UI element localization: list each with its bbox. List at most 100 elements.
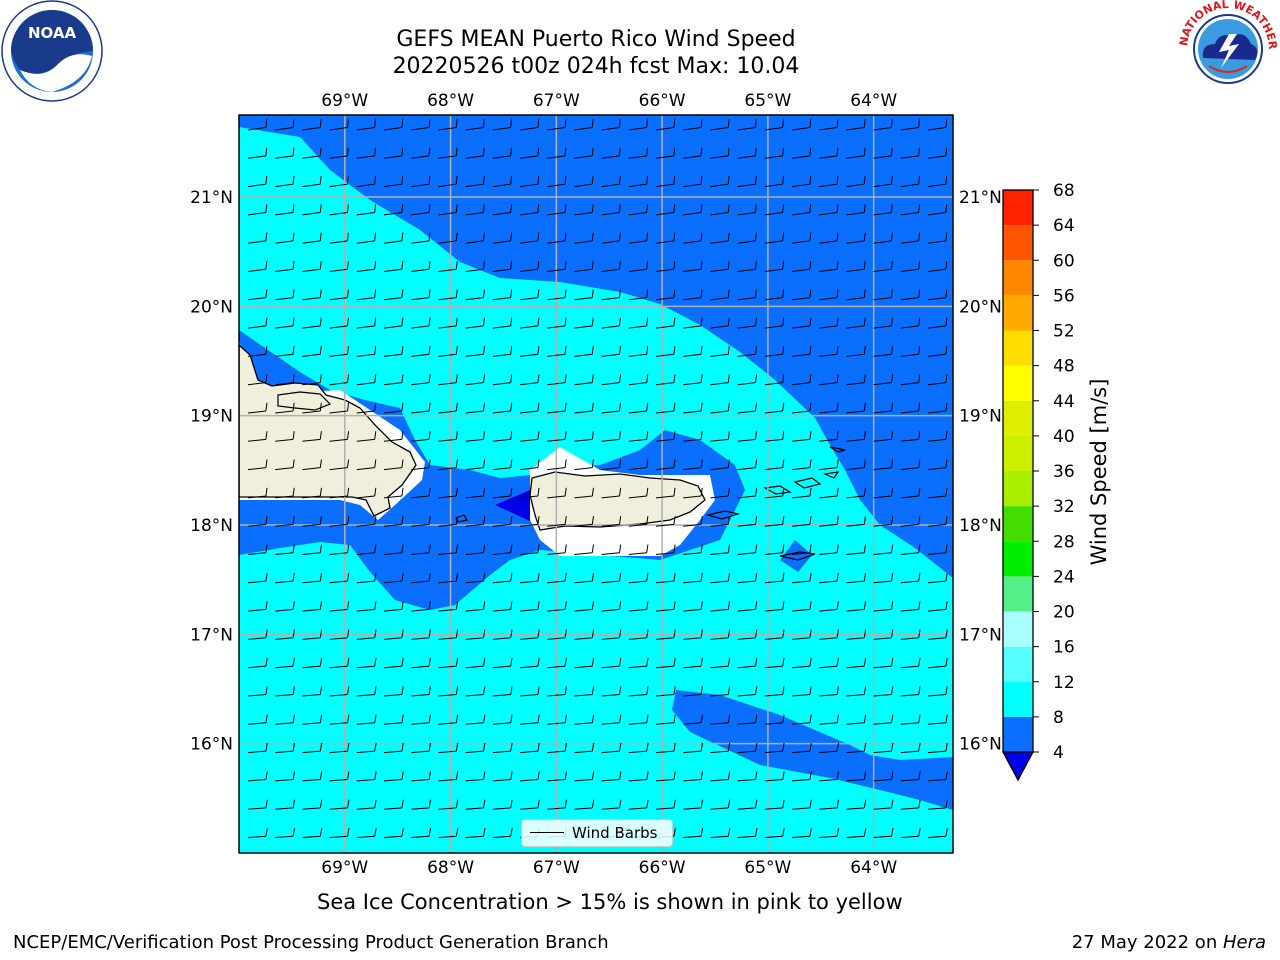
wind-barb [438,346,458,357]
wind-barb [519,147,540,159]
wind-barb [819,147,839,159]
wind-barb [519,119,540,131]
wind-barb [900,601,921,612]
wind-barb [791,232,812,244]
land-vieques [705,510,741,520]
wind-barb [275,714,295,725]
wind-barb [465,601,486,612]
wind-barb [383,317,404,329]
wind-barb [329,742,350,754]
wind-barb [628,175,649,188]
wind-barb [356,601,377,612]
wind-barb [819,431,839,442]
wind-barb [383,601,404,612]
wind-barb [846,572,867,584]
wind-barb [411,260,431,272]
wind-barb [492,544,513,555]
wind-barb [791,572,812,584]
wind-barb [465,487,486,499]
wind-barbs [247,119,948,838]
wind-barb [601,289,621,301]
wind-barb [247,232,268,244]
wind-barb [492,289,513,301]
wind-barb [846,402,866,414]
wind-barb [710,260,730,272]
wind-barb [601,742,622,754]
wind-barb [710,346,730,357]
wind-barb [819,799,840,810]
wind-barb [655,629,676,640]
wind-barb [737,629,758,640]
wind-barb [927,657,948,669]
wind-barb [683,742,703,754]
wind-barb [247,459,268,471]
wind-barb [655,232,676,244]
wind-barb [574,657,595,669]
wind-barb [873,601,894,612]
wind-barb [601,714,622,725]
wind-barb [356,374,377,386]
wind-barb [873,374,894,386]
wind-barb [329,629,350,640]
wind-barb [438,827,459,838]
wind-barb [574,147,594,159]
wind-barb [574,544,595,555]
lon-label-bottom: 68°W [427,858,474,878]
wind-band-4-8-vi [780,540,812,572]
wind-barb [574,742,595,754]
wind-barb [302,317,322,329]
wind-barb [519,742,540,754]
wind-barb [574,402,594,414]
wind-barb [275,544,295,555]
wind-barb [683,799,704,810]
wind-barb [873,260,893,272]
wind-barb [764,232,785,244]
wind-barb [655,204,676,216]
wind-barb [492,459,513,471]
wind-barb [275,516,295,527]
chart-title: GEFS MEAN Puerto Rico Wind Speed [396,27,796,52]
wind-barb [927,289,948,301]
wind-barb [710,232,730,244]
wind-barb [547,289,567,301]
wind-barb [764,119,784,131]
wind-barb [710,629,731,640]
wind-barb [628,601,649,612]
wind-barb [655,799,676,810]
wind-barb [492,657,513,669]
wind-barb [819,629,839,640]
wind-barb [601,374,622,386]
axis-tick-labels: 69°W 69°W 68°W 68°W 67°W 67°W 66°W 66°W 65°W 65°W… [190,91,1002,878]
wind-barb [655,544,676,555]
wind-barb [737,204,757,216]
lat-label-right: 18°N [959,516,1002,536]
wind-barb [819,516,839,527]
wind-barb [247,771,268,782]
wind-barb [465,686,486,697]
sea-ice-note: Sea Ice Concentration > 15% is shown in … [317,890,903,914]
nws-logo: NATIONAL WEATHER SERVICE [1175,0,1279,96]
wind-barb [275,799,296,810]
wind-barb [819,459,839,471]
wind-barb [383,346,404,357]
wind-barb [791,260,812,272]
chart-subtitle-run: 20220526 t00z 024h fcst Max: 10.04 [392,54,800,79]
wind-barb [383,289,404,301]
wind-barb [655,459,676,471]
wind-barb [655,402,676,414]
wind-barb [438,431,458,442]
wind-barb [438,204,458,216]
wind-barb [519,799,540,810]
wind-barb [737,232,757,244]
wind-barb [737,175,757,188]
wind-barb [275,487,295,499]
lat-label-right: 19°N [959,407,1002,427]
wind-barb [519,771,540,782]
wind-barb [873,346,894,357]
colorbar-segment [1003,400,1033,436]
lat-label-left: 17°N [190,625,233,645]
wind-barb [791,516,812,527]
wind-barb [927,714,948,725]
wind-barb [710,827,731,838]
